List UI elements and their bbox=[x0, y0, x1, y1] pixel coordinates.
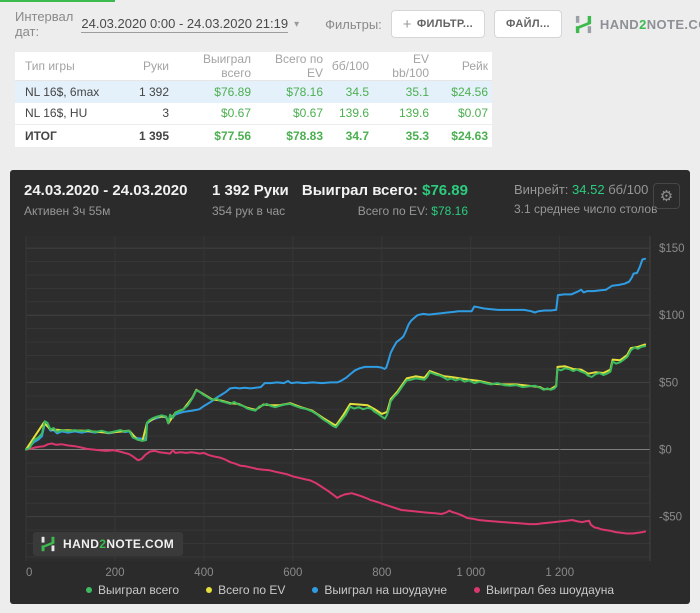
graph-settings-button[interactable]: ⚙ bbox=[653, 183, 680, 209]
table-header-cell[interactable]: Руки bbox=[127, 52, 173, 81]
session-graph: $150 $100 $50 $0 -$50 0 200 400 600 800 1 000 1 200 bbox=[25, 236, 685, 579]
legend-item[interactable]: Выиграл всего bbox=[85, 583, 180, 597]
y-axis-label: $0 bbox=[659, 445, 672, 457]
stats-table: Тип игры Руки Выиграл всего Всего по EV бб/1… bbox=[15, 52, 492, 147]
x-axis-label: 0 bbox=[26, 567, 32, 579]
x-axis-label: 1 200 bbox=[545, 567, 574, 579]
panel-hands-count: 1 392 Руки bbox=[212, 182, 289, 199]
file-button[interactable]: ФАЙЛ... bbox=[493, 10, 562, 38]
toolbar: Интервал дат: 24.03.2020 0:00 - 24.03.20… bbox=[0, 8, 700, 40]
session-graph-panel: 24.03.2020 - 24.03.2020 Активен 3ч 55м 1… bbox=[10, 170, 690, 604]
table-cell: 3 bbox=[162, 106, 169, 121]
table-cell: $78.16 bbox=[255, 80, 327, 103]
panel-ev-total: Всего по EV: $78.16 bbox=[357, 204, 468, 218]
hand2note-logo-icon bbox=[575, 15, 592, 33]
series-line bbox=[25, 345, 647, 451]
legend-dot-icon bbox=[312, 587, 319, 593]
table-cell: $24.63 bbox=[433, 124, 492, 147]
table-cell: $76.89 bbox=[173, 80, 255, 103]
panel-winrate-block: Винрейт: 34.52 бб/100 3.1 среднее число … bbox=[514, 182, 657, 216]
table-cell: $0.67 bbox=[220, 106, 251, 121]
panel-winrate: Винрейт: 34.52 бб/100 bbox=[514, 182, 649, 197]
table-row[interactable]: ИТОГ 1 395 $77.56 $78.83 34.7 35.3 $24.63 bbox=[15, 124, 492, 147]
panel-active-time: Активен 3ч 55м bbox=[24, 204, 111, 218]
x-axis-label: 400 bbox=[194, 567, 213, 579]
table-cell: NL 16$, 6max bbox=[15, 80, 127, 103]
x-axis-label: 200 bbox=[105, 567, 124, 579]
table-cell: $77.56 bbox=[173, 124, 255, 147]
table-cell: NL 16$, HU bbox=[25, 106, 88, 121]
date-interval-label: Интервал дат: bbox=[15, 9, 74, 39]
gear-icon: ⚙ bbox=[659, 188, 674, 205]
y-axis-label: $50 bbox=[659, 377, 678, 389]
panel-hands-block: 1 392 Руки 354 рук в час bbox=[212, 182, 289, 218]
legend-label: Всего по EV bbox=[218, 583, 286, 597]
y-axis-label: $150 bbox=[659, 243, 685, 255]
table-header-cell[interactable]: бб/100 bbox=[327, 52, 373, 81]
filter-button-label: ФИЛЬТР... bbox=[416, 18, 473, 30]
table-cell: 139.6 bbox=[338, 106, 369, 121]
file-button-label: ФАЙЛ... bbox=[505, 18, 550, 30]
legend-label: Выиграл всего bbox=[97, 583, 180, 597]
y-axis-label: -$50 bbox=[659, 512, 682, 524]
table-cell: 1 395 bbox=[127, 124, 173, 147]
plus-icon: + bbox=[402, 15, 412, 33]
date-range-selector[interactable]: 24.03.2020 0:00 - 24.03.2020 21:19 bbox=[81, 15, 289, 33]
watermark-text: HAND2NOTE.COM bbox=[63, 537, 175, 551]
plot-area bbox=[26, 236, 650, 561]
table-cell: 35.3 bbox=[373, 124, 433, 147]
table-header-cell[interactable]: EV bb/100 bbox=[373, 52, 433, 81]
legend-label: Выиграл на шоудауне bbox=[324, 583, 448, 597]
legend-dot-icon bbox=[85, 587, 92, 593]
table-cell: 35.1 bbox=[373, 80, 433, 103]
filters-label: Фильтры: bbox=[325, 16, 382, 32]
brand-text: HAND2NOTE.COM bbox=[599, 16, 700, 32]
legend-dot-icon bbox=[474, 587, 481, 593]
x-axis-label: 600 bbox=[283, 567, 302, 579]
x-axis-label: 800 bbox=[372, 567, 391, 579]
table-cell: $0.07 bbox=[457, 106, 488, 121]
panel-date-range: 24.03.2020 - 24.03.2020 bbox=[24, 182, 188, 199]
y-axis-label: $100 bbox=[659, 310, 685, 322]
table-header-cell[interactable]: Всего по EV bbox=[255, 52, 327, 81]
chart-watermark: HAND2NOTE.COM bbox=[33, 532, 184, 556]
hand2note-brand-link[interactable]: HAND2NOTE.COM bbox=[574, 15, 700, 34]
table-header-row: Тип игры Руки Выиграл всего Всего по EV бб/1… bbox=[15, 52, 492, 81]
panel-date-block: 24.03.2020 - 24.03.2020 Активен 3ч 55м bbox=[24, 182, 187, 218]
top-accent-bar bbox=[0, 0, 115, 2]
table-cell: 34.7 bbox=[327, 124, 373, 147]
hand2note-watermark-icon bbox=[41, 536, 55, 552]
table-cell: 34.5 bbox=[327, 80, 373, 103]
legend-dot-icon bbox=[206, 587, 213, 593]
legend-label: Выиграл без шоудауна bbox=[486, 583, 615, 597]
series-line bbox=[25, 442, 647, 535]
table-header-cell[interactable]: Тип игры bbox=[15, 52, 127, 81]
filter-button[interactable]: + ФИЛЬТР... bbox=[390, 10, 485, 38]
table-header-cell[interactable]: Рейк bbox=[433, 52, 492, 81]
panel-winnings-block: Выиграл всего: $76.89 Всего по EV: $78.1… bbox=[290, 182, 468, 218]
table-cell: $0.67 bbox=[292, 106, 323, 121]
table-header-cell[interactable]: Выиграл всего bbox=[173, 52, 255, 81]
table-row[interactable]: NL 16$, HU 3 $0.67 $0.67 139.6 139.6 $0.07 bbox=[15, 103, 492, 125]
legend-item[interactable]: Выиграл без шоудауна bbox=[474, 583, 614, 597]
table-cell: 139.6 bbox=[398, 106, 429, 121]
panel-avg-tables: 3.1 среднее число столов bbox=[514, 202, 658, 216]
legend-item[interactable]: Выиграл на шоудауне bbox=[312, 583, 447, 597]
x-axis-label: 1 000 bbox=[456, 567, 485, 579]
table-cell: ИТОГ bbox=[15, 124, 127, 147]
legend-item[interactable]: Всего по EV bbox=[206, 583, 285, 597]
table-cell: 1 392 bbox=[127, 80, 173, 103]
table-cell: $78.83 bbox=[255, 124, 327, 147]
chart-legend: Выиграл всего Всего по EV Выиграл на шоуда… bbox=[10, 583, 690, 597]
chevron-down-icon[interactable]: ▾ bbox=[294, 18, 300, 30]
table-row[interactable]: NL 16$, 6max 1 392 $76.89 $78.16 34.5 35.1 $24… bbox=[15, 80, 492, 103]
table-cell: $24.56 bbox=[433, 80, 492, 103]
panel-won-total: Выиграл всего: $76.89 bbox=[301, 182, 468, 199]
panel-hands-per-hour: 354 рук в час bbox=[212, 204, 286, 218]
